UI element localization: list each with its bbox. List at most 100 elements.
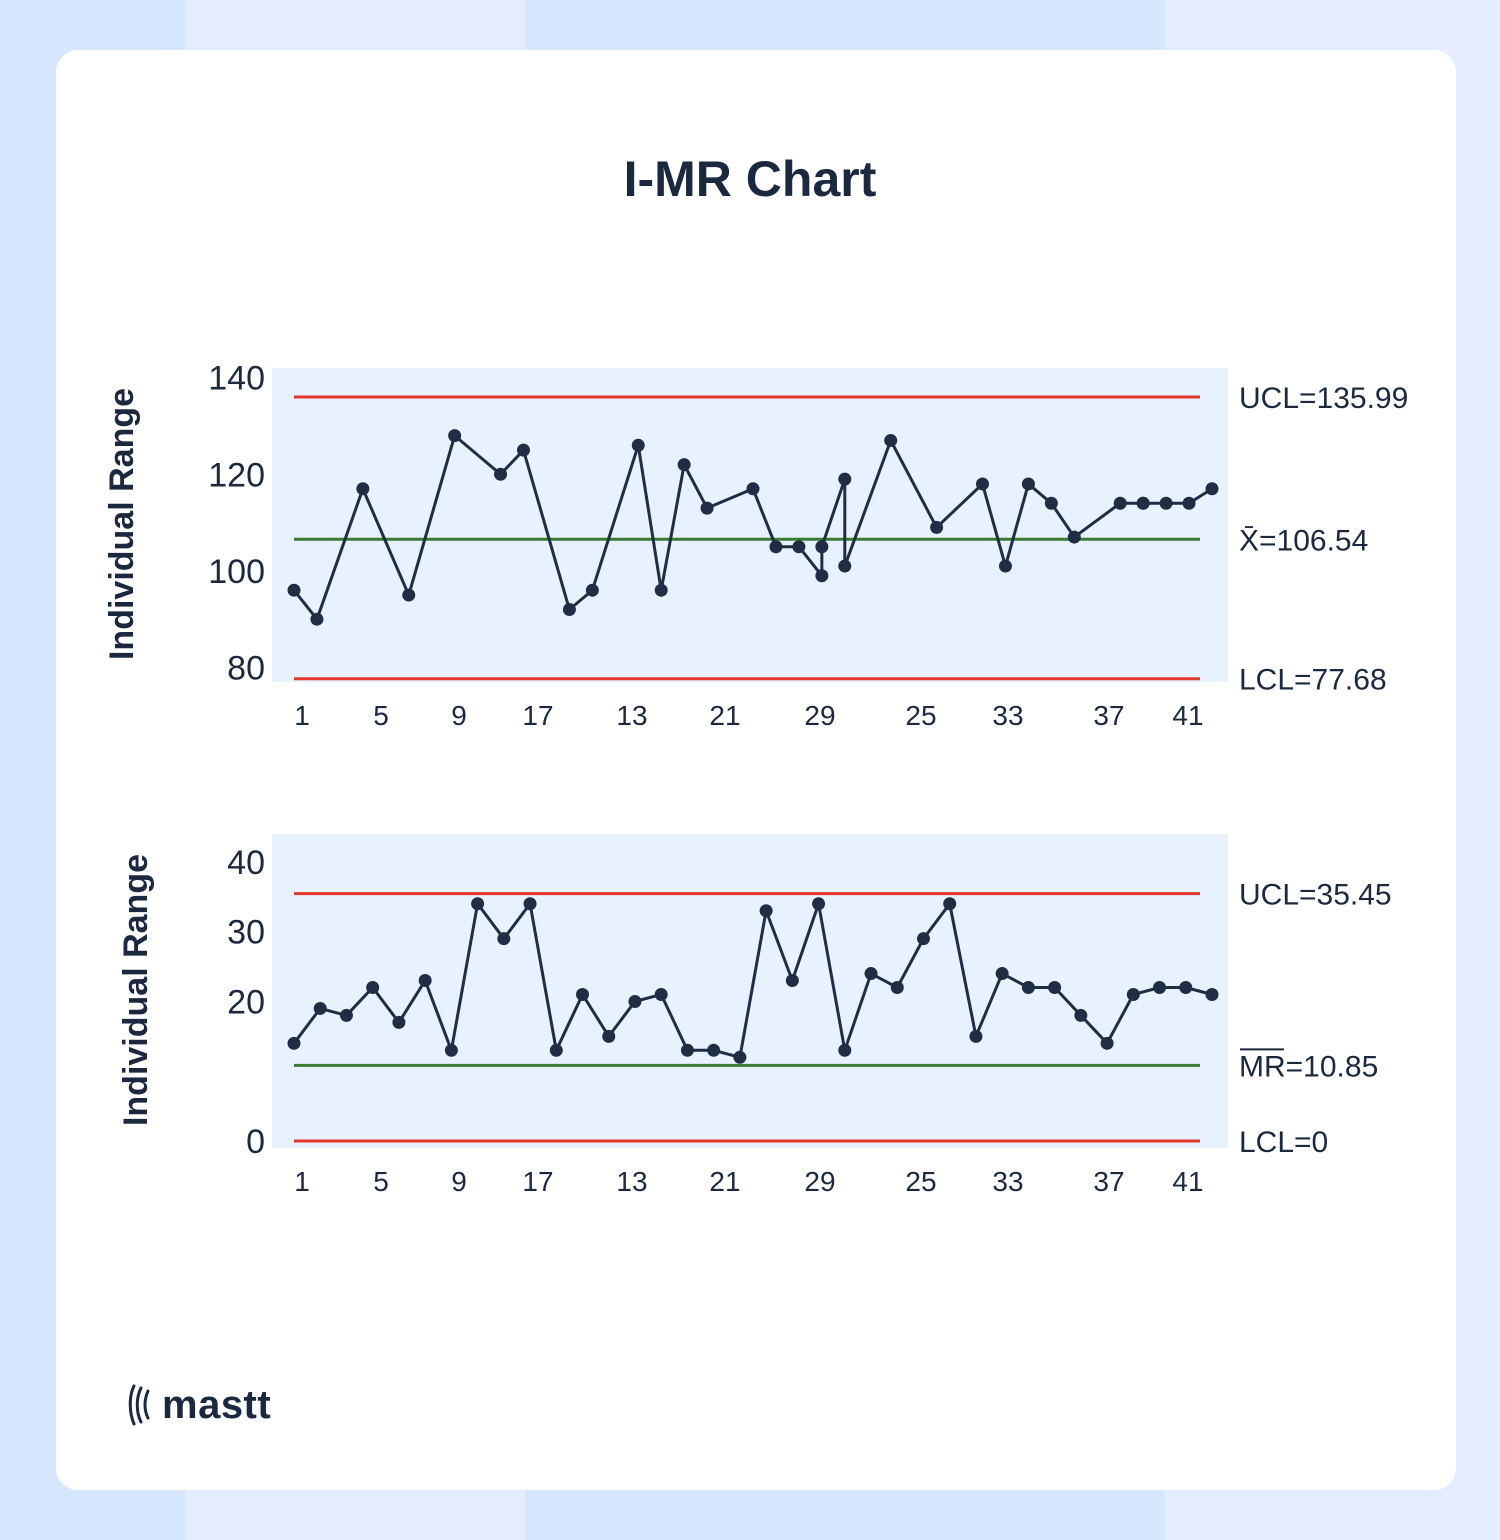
x-tick-label: 13 bbox=[616, 1166, 647, 1197]
y-tick-label: 0 bbox=[246, 1123, 265, 1161]
x-tick-label: 9 bbox=[451, 700, 467, 731]
data-point bbox=[838, 1043, 852, 1057]
data-point bbox=[392, 1015, 406, 1029]
lcl-label: LCL=77.68 bbox=[1239, 664, 1387, 697]
data-point bbox=[733, 1050, 747, 1064]
data-point bbox=[1205, 482, 1219, 496]
data-point bbox=[746, 482, 760, 496]
data-point bbox=[916, 932, 930, 946]
data-point bbox=[812, 897, 826, 911]
data-point bbox=[1044, 496, 1058, 510]
data-point bbox=[769, 540, 783, 554]
center-label: MR=10.85 bbox=[1239, 1050, 1378, 1083]
x-tick-label: 29 bbox=[804, 700, 835, 731]
data-point bbox=[1113, 496, 1127, 510]
plot-area bbox=[272, 368, 1228, 682]
data-point bbox=[356, 482, 370, 496]
data-point bbox=[707, 1043, 721, 1057]
x-tick-label: 37 bbox=[1093, 1166, 1124, 1197]
x-tick-label: 29 bbox=[804, 1166, 835, 1197]
data-point bbox=[602, 1029, 616, 1043]
data-point bbox=[448, 429, 462, 443]
x-tick-label: 41 bbox=[1172, 1166, 1203, 1197]
x-tick-label: 33 bbox=[992, 700, 1023, 731]
x-tick-label: 5 bbox=[373, 700, 389, 731]
data-point bbox=[1100, 1036, 1114, 1050]
data-point bbox=[995, 967, 1009, 981]
ucl-label: UCL=135.99 bbox=[1239, 382, 1408, 415]
data-point bbox=[677, 458, 691, 472]
data-point bbox=[969, 1029, 983, 1043]
y-tick-label: 80 bbox=[227, 650, 265, 688]
data-point bbox=[1159, 496, 1173, 510]
data-point bbox=[1074, 1008, 1088, 1022]
mastt-logo-icon bbox=[128, 1384, 150, 1426]
data-point bbox=[1136, 496, 1150, 510]
x-tick-label: 9 bbox=[451, 1166, 467, 1197]
x-tick-label: 13 bbox=[616, 700, 647, 731]
data-point bbox=[1153, 981, 1167, 995]
y-axis-label: Individual Range bbox=[117, 854, 155, 1126]
x-tick-label: 17 bbox=[522, 700, 553, 731]
x-tick-label: 17 bbox=[522, 1166, 553, 1197]
data-point bbox=[497, 932, 511, 946]
data-point bbox=[838, 559, 852, 573]
data-point bbox=[585, 583, 599, 597]
data-point bbox=[310, 612, 324, 626]
data-point bbox=[523, 897, 537, 911]
data-point bbox=[1048, 981, 1062, 995]
data-point bbox=[1182, 496, 1196, 510]
data-point bbox=[631, 438, 645, 452]
x-tick-label: 41 bbox=[1172, 700, 1203, 731]
data-point bbox=[864, 967, 878, 981]
y-axis-label: Individual Range bbox=[103, 388, 141, 660]
data-point bbox=[418, 974, 432, 988]
data-point bbox=[576, 987, 590, 1001]
data-point bbox=[700, 501, 714, 515]
plot-area bbox=[272, 834, 1228, 1148]
data-point bbox=[366, 981, 380, 995]
data-point bbox=[680, 1043, 694, 1057]
data-point bbox=[1021, 477, 1035, 491]
x-tick-label: 21 bbox=[709, 700, 740, 731]
data-point bbox=[339, 1008, 353, 1022]
y-tick-label: 20 bbox=[227, 983, 265, 1021]
data-point bbox=[884, 433, 898, 447]
x-tick-label: 33 bbox=[992, 1166, 1023, 1197]
data-point bbox=[287, 1036, 301, 1050]
data-point bbox=[943, 897, 957, 911]
brand-name: mastt bbox=[162, 1382, 272, 1427]
x-tick-label: 5 bbox=[373, 1166, 389, 1197]
x-tick-label: 37 bbox=[1093, 700, 1124, 731]
data-point bbox=[287, 583, 301, 597]
data-point bbox=[815, 569, 829, 583]
data-point bbox=[313, 1001, 327, 1015]
data-point bbox=[1126, 987, 1140, 1001]
x-tick-label: 25 bbox=[905, 1166, 936, 1197]
chart-title: I-MR Chart bbox=[623, 151, 877, 207]
data-point bbox=[815, 540, 829, 554]
data-point bbox=[471, 897, 485, 911]
ucl-label: UCL=35.45 bbox=[1239, 879, 1392, 912]
data-point bbox=[1067, 530, 1081, 544]
chart-card bbox=[56, 50, 1456, 1490]
data-point bbox=[792, 540, 806, 554]
data-point bbox=[1205, 987, 1219, 1001]
data-point bbox=[402, 588, 416, 602]
data-point bbox=[517, 443, 530, 457]
data-point bbox=[444, 1043, 458, 1057]
data-point bbox=[976, 477, 989, 491]
data-point bbox=[628, 994, 642, 1008]
data-point bbox=[1179, 981, 1193, 995]
y-tick-label: 120 bbox=[208, 456, 265, 494]
x-tick-label: 21 bbox=[709, 1166, 740, 1197]
x-tick-label: 1 bbox=[294, 1166, 310, 1197]
data-point bbox=[998, 559, 1012, 573]
data-point bbox=[654, 583, 668, 597]
brand-logo: mastt bbox=[128, 1380, 271, 1430]
lcl-label: LCL=0 bbox=[1239, 1126, 1328, 1159]
data-point bbox=[562, 603, 576, 617]
data-point bbox=[838, 472, 852, 486]
data-point bbox=[930, 520, 944, 534]
